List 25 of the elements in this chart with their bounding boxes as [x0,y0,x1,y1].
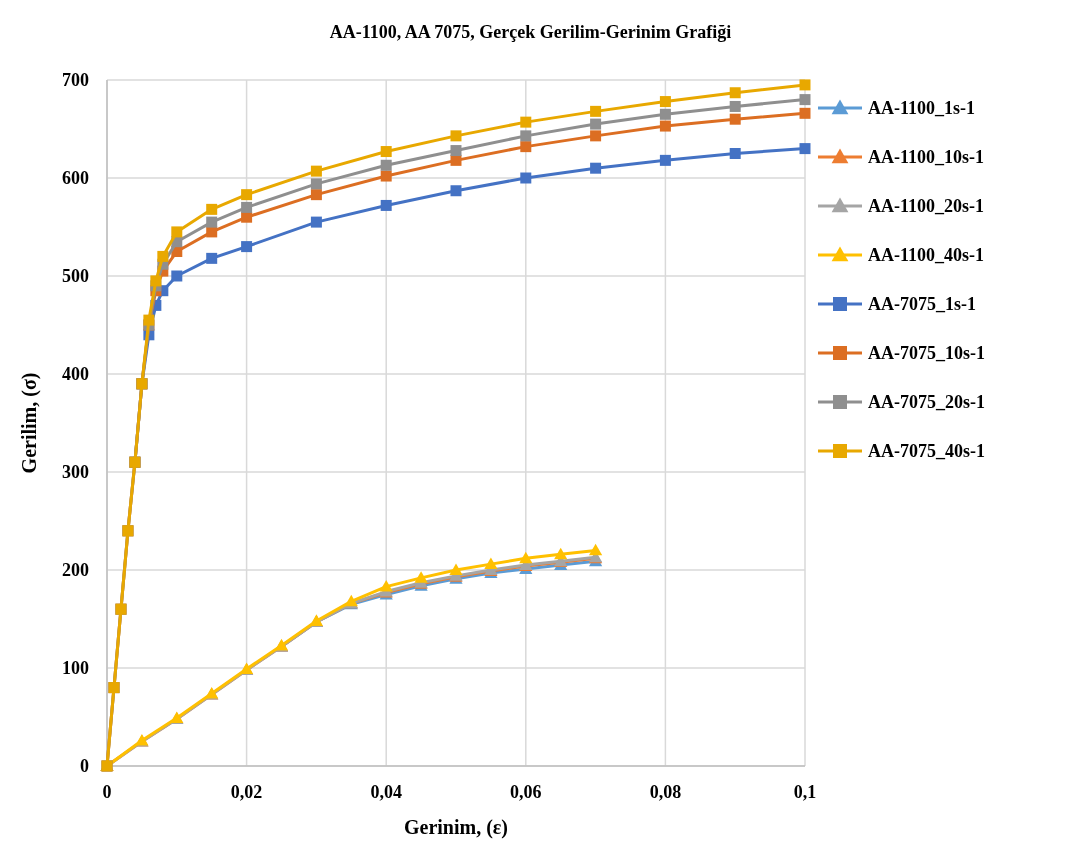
x-tick-label: 0 [102,782,112,802]
x-tick-label: 0,06 [510,782,542,802]
y-tick-label: 400 [62,364,89,385]
x-tick-label: 0,02 [230,782,263,802]
y-tick-label: 600 [62,168,89,189]
y-tick-label: 200 [62,560,89,581]
legend-label: AA-1100_1s-1 [868,98,975,119]
y-tick-label: 100 [62,658,89,679]
y-tick-label: 700 [62,70,89,91]
y-tick-label: 300 [62,462,89,483]
legend-label: AA-1100_40s-1 [868,245,984,266]
y-axis-title: Gerilim, (σ) [18,372,41,474]
legend-label: AA-7075_1s-1 [868,294,976,315]
y-tick-label: 0 [80,756,89,777]
x-axis-title: Gerinim, (ε) [403,816,509,839]
legend-label: AA-1100_10s-1 [868,147,984,168]
chart-title: AA-1100, AA 7075, Gerçek Gerilim-Gerinim Grafiği [329,22,732,42]
legend-label: AA-7075_10s-1 [868,343,985,364]
x-tick-label: 0,1 [793,782,817,802]
x-tick-label: 0,08 [649,782,682,802]
y-tick-label: 500 [62,266,89,287]
legend-label: AA-7075_20s-1 [868,392,985,413]
legend-label: AA-1100_20s-1 [868,196,984,217]
x-tick-label: 0,04 [370,782,402,802]
legend-label: AA-7075_40s-1 [868,441,985,462]
